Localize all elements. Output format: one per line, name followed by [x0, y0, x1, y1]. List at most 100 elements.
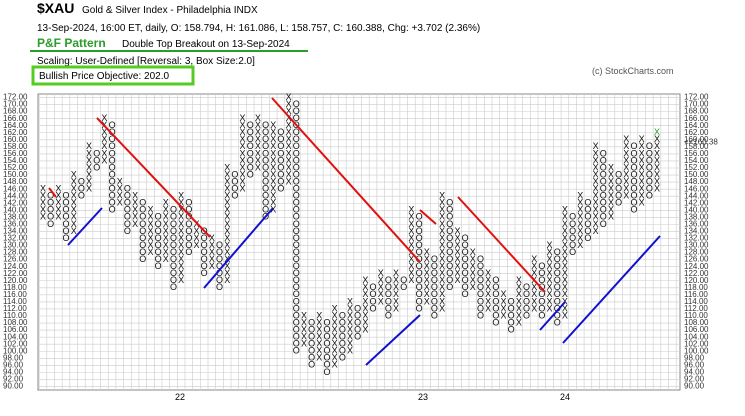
box-symbol: X	[301, 324, 307, 334]
box-symbol: X	[224, 198, 230, 208]
box-symbol: X	[500, 289, 506, 299]
box-symbol: O	[554, 261, 561, 271]
box-symbol: X	[224, 226, 230, 236]
box-symbol: X	[240, 169, 246, 179]
box-symbol: X	[101, 113, 107, 123]
box-symbol: O	[139, 198, 146, 208]
box-symbol: O	[615, 176, 622, 186]
box-symbol: X	[623, 141, 629, 151]
y-tick-label-right: 104.00	[684, 332, 709, 341]
box-symbol: X	[224, 184, 230, 194]
box-symbol: O	[323, 346, 330, 356]
box-symbol: X	[608, 205, 614, 215]
box-symbol: X	[500, 296, 506, 306]
box-symbol: X	[531, 268, 537, 278]
box-symbol: X	[362, 289, 368, 299]
box-symbol: X	[577, 233, 583, 243]
box-symbol: O	[538, 268, 545, 278]
box-symbol: X	[562, 289, 568, 299]
box-symbol: O	[354, 317, 361, 327]
box-symbol: X	[55, 184, 61, 194]
box-symbol: O	[323, 367, 330, 377]
box-symbol: X	[439, 205, 445, 215]
box-symbol: X	[654, 176, 660, 186]
box-symbol: X	[608, 169, 614, 179]
y-tick-label-right: 94.00	[684, 367, 705, 376]
box-symbol: X	[178, 275, 184, 285]
box-symbol: O	[124, 191, 131, 201]
y-tick-label: 116.00	[3, 290, 27, 299]
box-symbol: X	[470, 268, 476, 278]
box-symbol: O	[170, 268, 177, 278]
box-symbol: O	[293, 289, 300, 299]
box-symbol: O	[201, 254, 208, 264]
y-tick-label-right: 90.00	[684, 382, 705, 391]
box-symbol: O	[416, 254, 423, 264]
box-symbol: X	[316, 310, 322, 320]
y-tick-label: 106.00	[3, 325, 28, 334]
box-symbol: O	[554, 275, 561, 285]
box-symbol: X	[286, 162, 292, 172]
box-symbol: X	[117, 184, 123, 194]
box-symbol: X	[286, 155, 292, 165]
box-symbol: X	[301, 332, 307, 342]
box-symbol: O	[308, 353, 315, 363]
box-symbol: O	[569, 226, 576, 236]
box-symbol: O	[155, 212, 162, 222]
box-symbol: X	[224, 176, 230, 186]
box-symbol: X	[593, 191, 599, 201]
box-symbol: X	[439, 261, 445, 271]
box-symbol: O	[277, 176, 284, 186]
box-symbol: X	[639, 176, 645, 186]
box-symbol: X	[86, 176, 92, 186]
box-symbol: X	[86, 162, 92, 172]
box-symbol: O	[293, 219, 300, 229]
box-symbol: X	[424, 296, 430, 306]
box-symbol: O	[139, 226, 146, 236]
box-symbol: O	[293, 275, 300, 285]
box-symbol: O	[416, 282, 423, 292]
box-symbol: X	[454, 226, 460, 236]
box-symbol: O	[201, 233, 208, 243]
box-symbol: X	[408, 240, 414, 250]
box-symbol: O	[231, 184, 238, 194]
box-symbol: X	[147, 247, 153, 257]
box-symbol: O	[370, 303, 377, 313]
box-symbol: O	[262, 169, 269, 179]
box-symbol: X	[393, 303, 399, 313]
box-symbol: X	[55, 212, 61, 222]
y-tick-label-right: 138.00	[684, 212, 709, 221]
box-symbol: X	[639, 191, 645, 201]
box-symbol: O	[170, 205, 177, 215]
box-symbol: X	[577, 205, 583, 215]
box-symbol: X	[547, 296, 553, 306]
box-symbol: O	[477, 254, 484, 264]
box-symbol: X	[362, 317, 368, 327]
box-symbol: O	[431, 254, 438, 264]
resistance-line	[96, 117, 211, 238]
y-tick-label: 134.00	[3, 227, 28, 236]
box-symbol: O	[477, 289, 484, 299]
box-symbol: O	[293, 296, 300, 306]
box-symbol: X	[408, 254, 414, 264]
y-tick-label: 148.00	[3, 177, 28, 186]
box-symbol: X	[593, 219, 599, 229]
box-symbol: O	[339, 332, 346, 342]
box-symbol: X	[163, 212, 169, 222]
box-symbol: O	[646, 141, 653, 151]
box-symbol: X	[270, 198, 276, 208]
box-symbol: O	[370, 289, 377, 299]
box-symbol: O	[646, 176, 653, 186]
y-tick-label: 166.00	[3, 114, 28, 123]
box-symbol: O	[293, 226, 300, 236]
box-symbol: O	[446, 247, 453, 257]
